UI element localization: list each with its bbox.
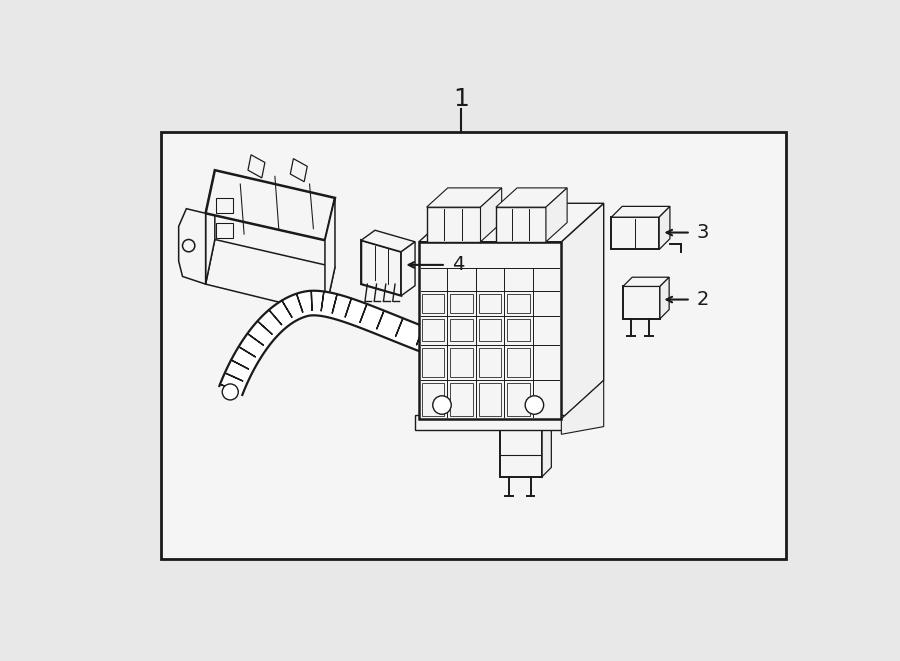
Polygon shape — [562, 380, 604, 434]
Polygon shape — [361, 240, 401, 295]
Polygon shape — [205, 170, 215, 284]
Polygon shape — [659, 206, 670, 249]
Polygon shape — [415, 415, 565, 430]
Polygon shape — [660, 277, 669, 319]
Polygon shape — [418, 204, 604, 242]
Polygon shape — [562, 204, 604, 419]
Text: 1: 1 — [454, 87, 469, 111]
Circle shape — [222, 384, 239, 400]
Polygon shape — [401, 242, 415, 295]
Polygon shape — [205, 170, 335, 240]
Polygon shape — [205, 239, 335, 313]
Polygon shape — [542, 420, 552, 477]
Polygon shape — [427, 207, 481, 242]
Polygon shape — [418, 242, 562, 419]
Text: 2: 2 — [697, 290, 709, 309]
Text: 4: 4 — [452, 255, 464, 274]
Polygon shape — [220, 291, 445, 395]
Polygon shape — [216, 223, 233, 238]
Circle shape — [433, 396, 451, 414]
Polygon shape — [179, 209, 205, 284]
Polygon shape — [427, 188, 501, 207]
Polygon shape — [611, 217, 659, 249]
FancyBboxPatch shape — [161, 132, 787, 559]
Polygon shape — [611, 206, 670, 217]
Polygon shape — [546, 188, 567, 242]
Text: 3: 3 — [697, 223, 709, 242]
Polygon shape — [623, 286, 660, 319]
Polygon shape — [248, 155, 265, 178]
Polygon shape — [623, 277, 669, 286]
Circle shape — [526, 396, 544, 414]
Polygon shape — [361, 230, 415, 252]
Polygon shape — [500, 429, 542, 477]
Polygon shape — [291, 159, 307, 182]
Polygon shape — [216, 198, 233, 214]
Polygon shape — [496, 188, 567, 207]
Polygon shape — [496, 207, 546, 242]
Polygon shape — [481, 188, 501, 242]
Polygon shape — [325, 198, 335, 313]
Polygon shape — [500, 420, 552, 429]
